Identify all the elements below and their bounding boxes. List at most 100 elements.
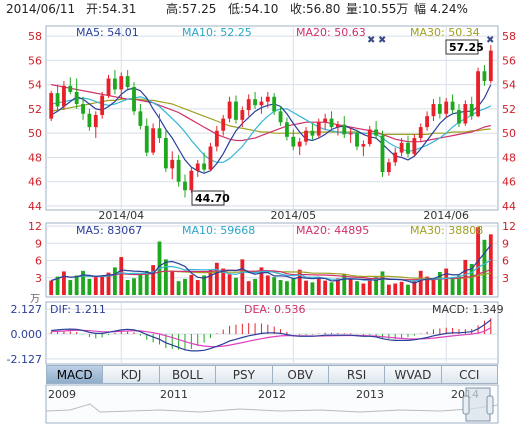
timeline-year: 2013 bbox=[356, 388, 384, 401]
volume-bar bbox=[55, 276, 60, 295]
timeline-left-handle[interactable] bbox=[462, 395, 470, 415]
candle-body bbox=[444, 101, 449, 114]
volume-bar bbox=[81, 270, 85, 295]
volume-bar bbox=[285, 281, 289, 295]
volume-bar bbox=[278, 280, 283, 295]
volume-bar bbox=[93, 277, 98, 295]
quote-change: 幅 4.24% bbox=[414, 1, 468, 16]
candle-body bbox=[437, 104, 442, 114]
event-star-icon: ✖ bbox=[486, 35, 494, 46]
vol-ma10-line bbox=[51, 259, 492, 282]
volume-bar bbox=[380, 271, 385, 295]
price-tick-label-left: 54 bbox=[28, 79, 42, 92]
volume-bar bbox=[348, 279, 353, 295]
candle-body bbox=[132, 87, 136, 112]
volume-bar bbox=[74, 275, 79, 295]
volume-bar bbox=[329, 282, 334, 295]
volume-bar bbox=[444, 268, 449, 295]
candle-body bbox=[125, 76, 130, 88]
volume-bar bbox=[259, 267, 264, 295]
volume-bar bbox=[125, 280, 130, 295]
candle-body bbox=[138, 111, 143, 126]
high-callout: 57.25 bbox=[445, 39, 484, 55]
volume-bar bbox=[386, 284, 391, 295]
vol-legend-ma20: MA20: 44895 bbox=[296, 224, 369, 237]
volume-bar bbox=[253, 278, 257, 295]
volume-bar bbox=[151, 265, 156, 295]
legend-dea: DEA: 0.536 bbox=[244, 303, 305, 316]
candle-body bbox=[425, 116, 430, 128]
candle-body bbox=[469, 104, 474, 117]
price-tick-label-right: 48 bbox=[502, 151, 516, 164]
volume-bar bbox=[291, 278, 296, 295]
tab-obv[interactable]: OBV bbox=[272, 365, 329, 384]
price-tick-label-left: 52 bbox=[28, 103, 42, 116]
svg-text:57.25: 57.25 bbox=[449, 41, 484, 54]
volume-bar bbox=[208, 269, 213, 295]
timeline-right-handle[interactable] bbox=[486, 395, 494, 415]
volume-bar bbox=[342, 274, 347, 295]
volume-bar bbox=[437, 272, 442, 295]
candle-body bbox=[399, 142, 404, 153]
volume-bar bbox=[272, 277, 277, 295]
ma20-series bbox=[51, 84, 491, 143]
candle-body bbox=[183, 181, 187, 191]
candle-body bbox=[393, 152, 398, 163]
candle-body bbox=[272, 96, 277, 112]
candle-body bbox=[342, 124, 347, 135]
tab-kdj[interactable]: KDJ bbox=[103, 365, 160, 384]
candle-body bbox=[74, 91, 79, 105]
macd-tick-label: 2.127 bbox=[11, 303, 43, 316]
volume-bar bbox=[431, 280, 436, 295]
legend-ma20: MA20: 50.63 bbox=[296, 26, 366, 39]
candle-body bbox=[253, 99, 257, 106]
event-star-icon: ✖ bbox=[367, 35, 375, 46]
candle-body bbox=[412, 138, 417, 154]
volume-tick-label-left: 9 bbox=[35, 237, 42, 250]
price-legend: MA5: 54.01 MA10: 52.25 MA20: 50.63 MA30:… bbox=[76, 26, 480, 39]
candle-body bbox=[450, 101, 455, 111]
candle-body bbox=[355, 133, 359, 147]
volume-bar bbox=[227, 274, 232, 295]
candle-body bbox=[482, 71, 487, 81]
timeline-window[interactable] bbox=[465, 387, 491, 422]
tab-wvad[interactable]: WVAD bbox=[385, 365, 442, 384]
quote-high: 高:57.25 bbox=[166, 1, 216, 16]
volume-bar bbox=[189, 274, 194, 295]
volume-tick-label-right: 9 bbox=[502, 237, 509, 250]
candle-body bbox=[380, 135, 385, 173]
timeline-navigator[interactable]: 2009 2011 2012 2013 2014 bbox=[45, 384, 499, 424]
tab-macd[interactable]: MACD bbox=[46, 365, 104, 384]
dif-line bbox=[51, 319, 492, 352]
price-tick-label-left: 58 bbox=[28, 30, 42, 43]
volume-bar bbox=[425, 276, 430, 295]
tab-rsi[interactable]: RSI bbox=[328, 365, 386, 384]
candle-body bbox=[457, 110, 461, 124]
price-tick-label-right: 56 bbox=[502, 54, 516, 67]
volume-bar bbox=[265, 275, 270, 295]
volume-tick-label-right: 3 bbox=[502, 272, 509, 285]
legend-ma30: MA30: 50.34 bbox=[410, 26, 480, 39]
tab-boll[interactable]: BOLL bbox=[159, 365, 217, 384]
volume-bar bbox=[49, 280, 54, 295]
candle-body bbox=[323, 118, 328, 123]
tab-psy[interactable]: PSY bbox=[216, 365, 273, 384]
volume-bar bbox=[112, 267, 117, 295]
candle-body bbox=[348, 133, 353, 135]
volume-bar bbox=[482, 239, 487, 295]
candle-body bbox=[240, 110, 245, 120]
volume-bar bbox=[221, 268, 226, 295]
price-tick-label-left: 48 bbox=[28, 151, 42, 164]
candle-body bbox=[214, 130, 219, 147]
volume-bar bbox=[406, 284, 410, 295]
volume-bar bbox=[297, 269, 302, 295]
tab-cci[interactable]: CCI bbox=[441, 365, 498, 384]
vol-legend-ma10: MA10: 59668 bbox=[182, 224, 255, 237]
candle-body bbox=[386, 162, 391, 173]
volume-bar bbox=[246, 281, 251, 295]
candle-body bbox=[163, 138, 168, 169]
candle-body bbox=[297, 141, 302, 147]
volume-bar bbox=[176, 281, 181, 295]
candle-body bbox=[278, 111, 283, 123]
